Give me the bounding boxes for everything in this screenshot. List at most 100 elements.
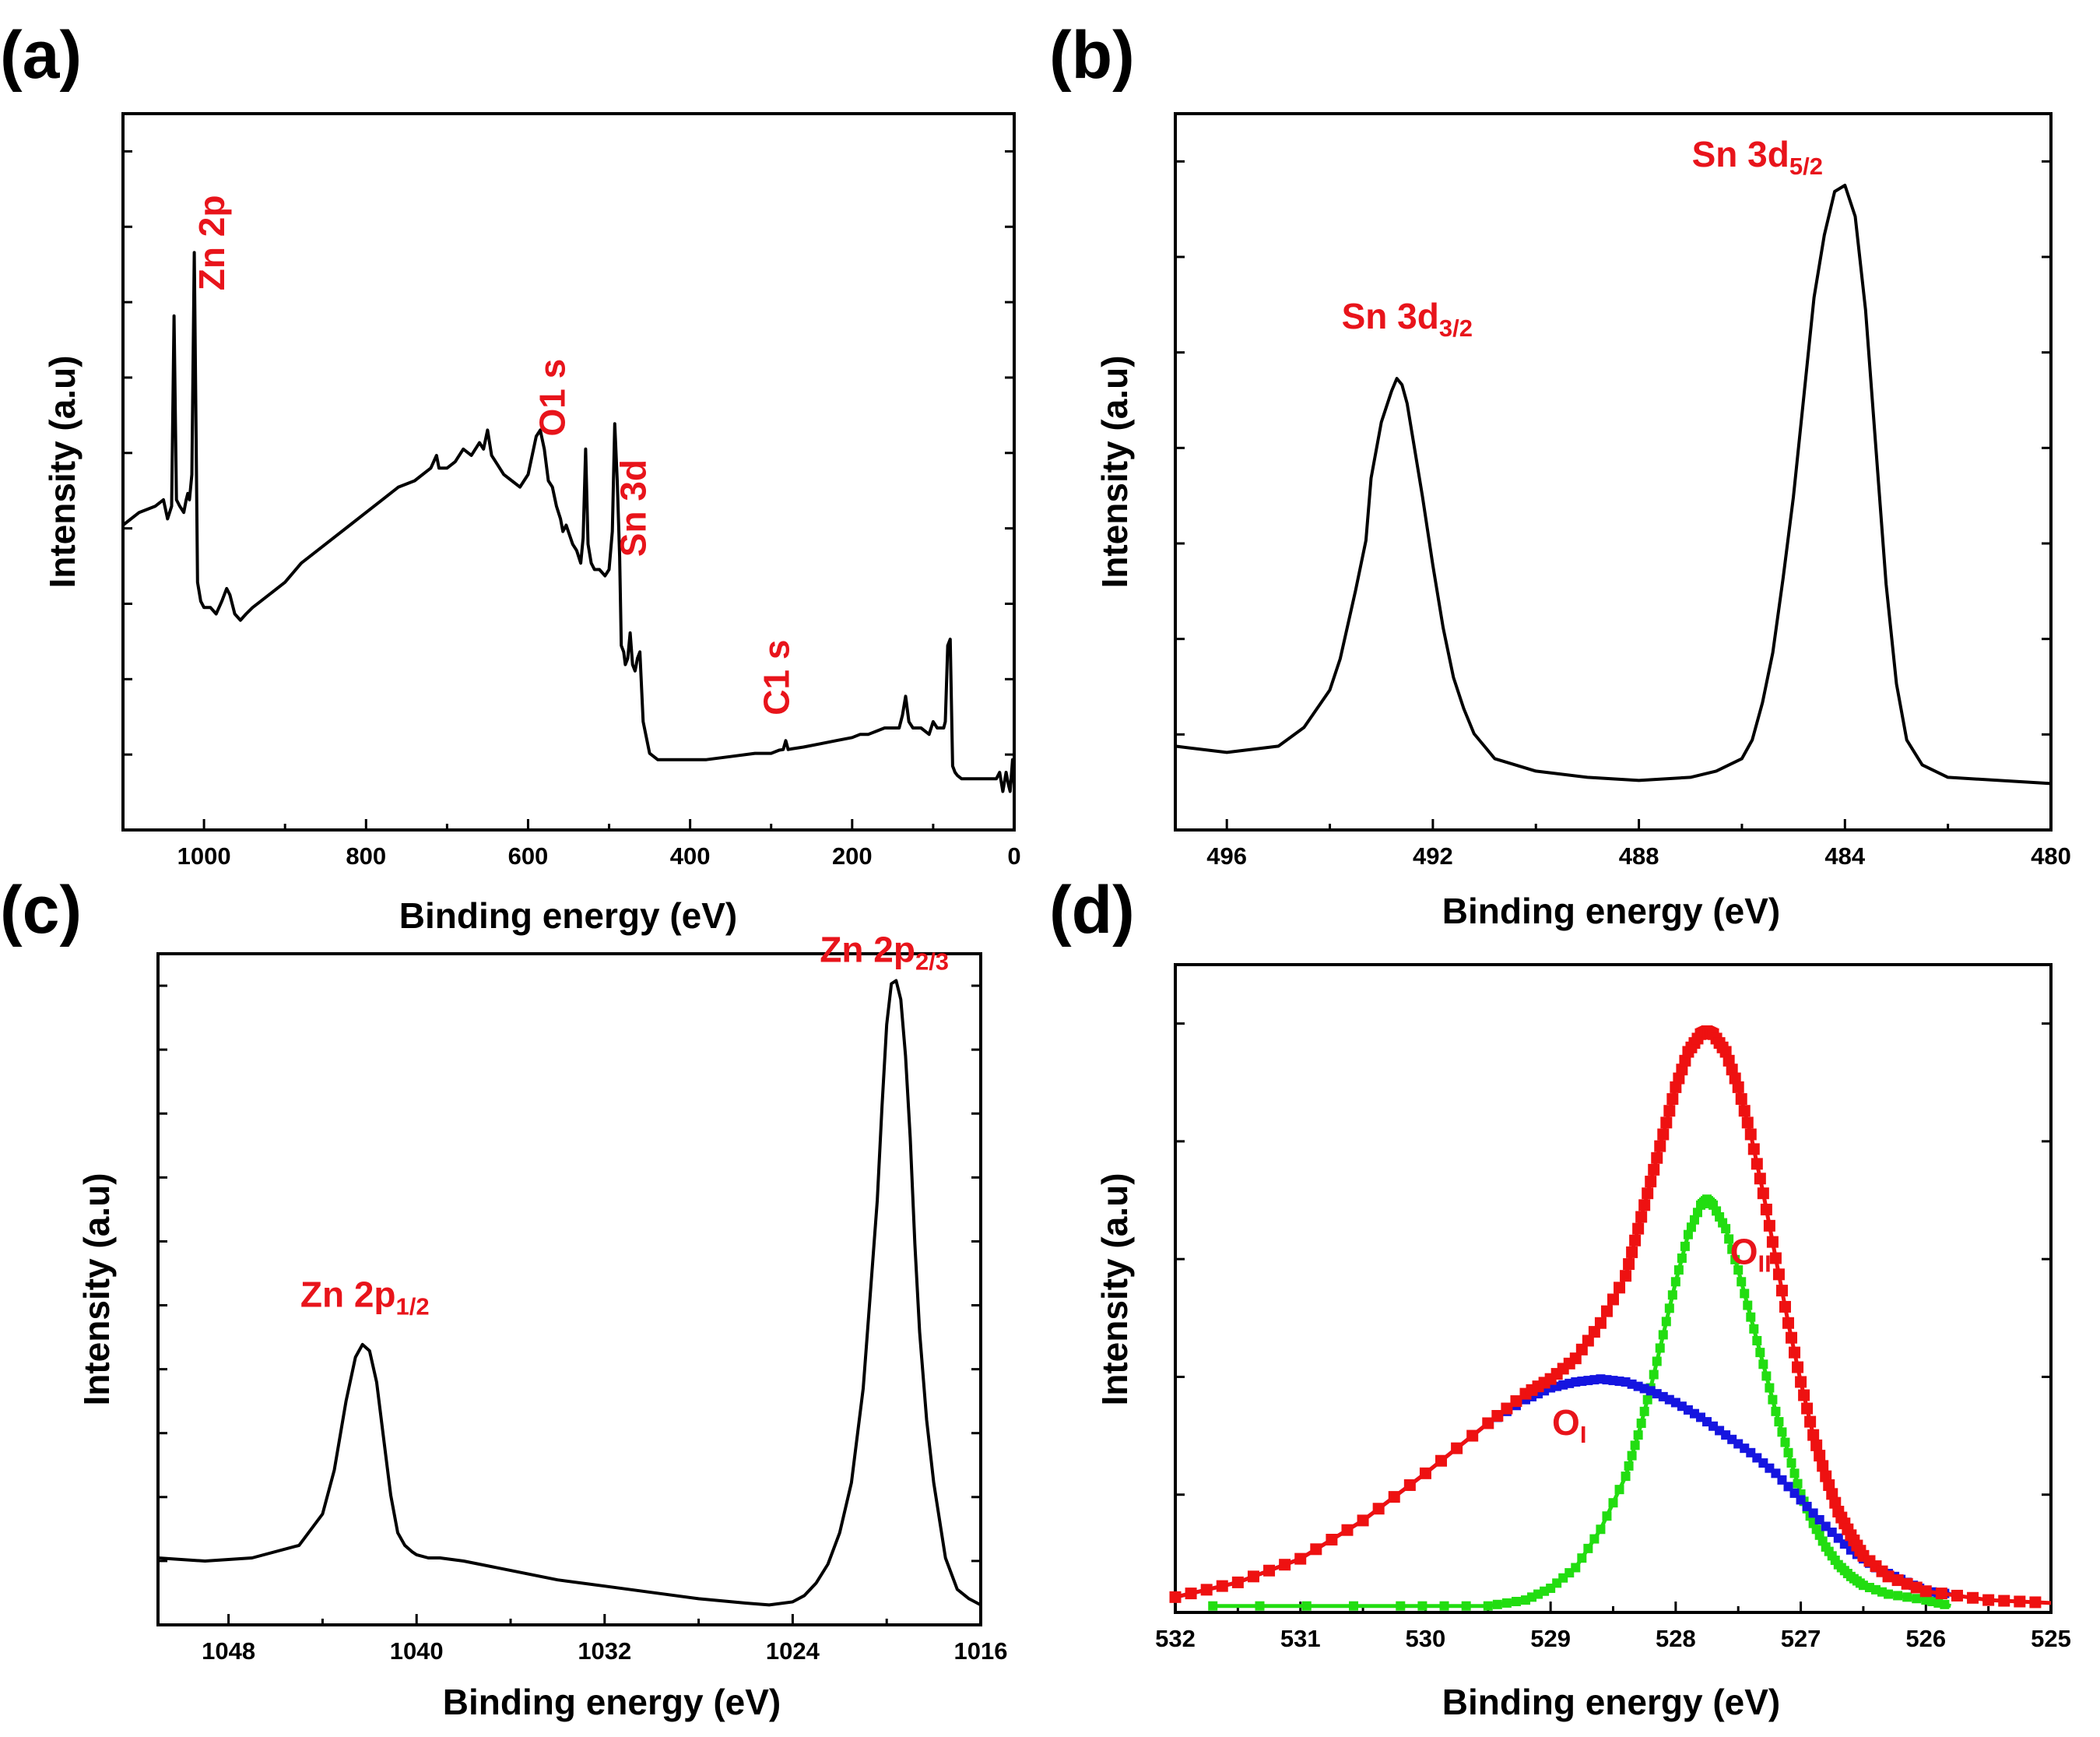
data-point xyxy=(1569,1352,1582,1365)
data-point xyxy=(1607,1293,1619,1306)
data-point xyxy=(1626,1246,1638,1258)
panel-c-annotation-sub-0: 1/2 xyxy=(396,1293,430,1320)
data-point xyxy=(1614,1282,1626,1294)
data-point xyxy=(1768,1394,1778,1405)
panel-a-annotation-1: O1 s xyxy=(532,359,572,437)
panel-d-annotation-1: OII xyxy=(1730,1232,1772,1278)
panel-d-xtick-label: 527 xyxy=(1781,1625,1821,1652)
panel-a-xtick-label: 800 xyxy=(346,842,386,870)
panel-a-ticks: 1000 800 600 400 200 0 xyxy=(123,149,1021,870)
panel-c-spectrum-line xyxy=(157,979,982,1607)
data-point xyxy=(1208,1601,1218,1611)
data-point xyxy=(1752,1335,1762,1345)
data-point xyxy=(1638,1199,1651,1211)
data-point xyxy=(1594,1317,1607,1329)
data-point xyxy=(1630,1440,1640,1450)
data-point xyxy=(1357,1514,1369,1527)
data-point xyxy=(1255,1601,1265,1611)
data-point xyxy=(1372,1503,1385,1515)
data-point xyxy=(1294,1552,1307,1565)
panel-a-xtick-label: 600 xyxy=(508,842,549,870)
panel-d-fit-series xyxy=(1169,1025,2052,1611)
panel-c-annotation-0: Zn 2p1/2 xyxy=(300,1275,430,1320)
panel-d-xtick-label: 532 xyxy=(1155,1625,1196,1652)
data-point xyxy=(1877,1587,1888,1597)
data-point xyxy=(1349,1601,1359,1611)
data-point xyxy=(1661,1317,1671,1327)
data-point xyxy=(1571,1563,1581,1573)
data-point xyxy=(1810,1439,1823,1451)
data-point xyxy=(1729,1072,1741,1085)
data-point xyxy=(1403,1479,1416,1491)
data-point xyxy=(1735,1093,1747,1106)
data-point xyxy=(1663,1105,1676,1117)
data-point xyxy=(1967,1591,1979,1604)
data-point xyxy=(1780,1437,1790,1447)
data-point xyxy=(1654,1140,1666,1152)
data-point xyxy=(1829,1496,1842,1509)
panel-a-spectrum-line xyxy=(121,251,1016,793)
data-point xyxy=(1679,1054,1691,1067)
data-point xyxy=(1511,1597,1521,1607)
panel-a-annotation-2: Sn 3d xyxy=(613,459,653,557)
panel-c-xtick-label: 1040 xyxy=(390,1637,444,1665)
panel-b-annotation-1: Sn 3d5/2 xyxy=(1692,134,1823,180)
panel-d-xtick-label: 526 xyxy=(1905,1625,1946,1652)
data-point xyxy=(1632,1222,1645,1235)
panel-d-xlabel: Binding energy (eV) xyxy=(1442,1682,1780,1722)
data-point xyxy=(1884,1589,1894,1599)
data-point xyxy=(1645,1176,1657,1188)
data-point xyxy=(1747,1143,1760,1155)
data-point xyxy=(1795,1376,1807,1388)
data-point xyxy=(1683,1229,1693,1239)
data-point xyxy=(1760,1204,1772,1216)
data-point xyxy=(1771,1406,1781,1416)
data-point xyxy=(1814,1450,1826,1462)
panel-label-b: (b) xyxy=(1049,18,1135,93)
data-point xyxy=(1396,1601,1406,1611)
panel-d-frame xyxy=(1174,963,2053,1614)
data-point xyxy=(1910,1581,1923,1594)
data-point xyxy=(1388,1491,1400,1503)
data-point xyxy=(1657,1128,1670,1141)
panel-label-a: (a) xyxy=(0,18,82,93)
panel-b-xtick-label: 488 xyxy=(1619,842,1659,870)
data-point xyxy=(1577,1553,1587,1563)
data-point xyxy=(1737,1277,1747,1287)
data-point xyxy=(1775,1285,1788,1297)
panel-d-annotation-sub-1: II xyxy=(1758,1250,1772,1278)
panel-d-xtick-label: 531 xyxy=(1280,1625,1321,1652)
data-point xyxy=(1501,1402,1513,1415)
data-point xyxy=(1575,1343,1588,1355)
panel-d-measured-line xyxy=(1175,1029,2052,1605)
panel-c-xtick-label: 1048 xyxy=(202,1637,255,1665)
data-point xyxy=(1789,1346,1801,1359)
panel-c-xlabel: Binding energy (eV) xyxy=(443,1682,781,1722)
panel-d-o1s-spectrum: 532 531 530 529 528 527 526 525 OI OII Binding e… xyxy=(1094,963,2071,1722)
data-point xyxy=(1614,1485,1624,1495)
panel-a-xtick-label: 200 xyxy=(832,842,873,870)
panel-b-spectrum-line xyxy=(1175,184,2052,786)
data-point xyxy=(1680,1241,1690,1251)
data-point xyxy=(1491,1410,1504,1422)
data-point xyxy=(1783,1447,1793,1457)
data-point xyxy=(1652,1356,1662,1366)
data-point xyxy=(1620,1270,1632,1282)
data-point xyxy=(1935,1588,1947,1600)
panel-b-xlabel: Binding energy (eV) xyxy=(1442,891,1780,931)
data-point xyxy=(1801,1402,1814,1415)
data-point xyxy=(1730,1254,1740,1264)
data-point xyxy=(1633,1430,1643,1440)
data-point xyxy=(1902,1592,1912,1602)
panel-a-survey-spectrum: 1000 800 600 400 200 0 Zn 2p O1 s Sn 3d C1 s Bin… xyxy=(42,112,1021,936)
data-point xyxy=(1763,1219,1775,1232)
data-point xyxy=(1823,1479,1835,1491)
data-point xyxy=(1754,1173,1766,1185)
panel-a-ylabel: Intensity (a.u) xyxy=(42,355,83,588)
panel-c-annotation-1: Zn 2p2/3 xyxy=(820,929,949,975)
data-point xyxy=(1664,1303,1674,1313)
data-point xyxy=(1766,1236,1779,1248)
data-point xyxy=(1677,1253,1687,1263)
data-point xyxy=(1732,1081,1744,1093)
data-point xyxy=(1439,1601,1449,1611)
